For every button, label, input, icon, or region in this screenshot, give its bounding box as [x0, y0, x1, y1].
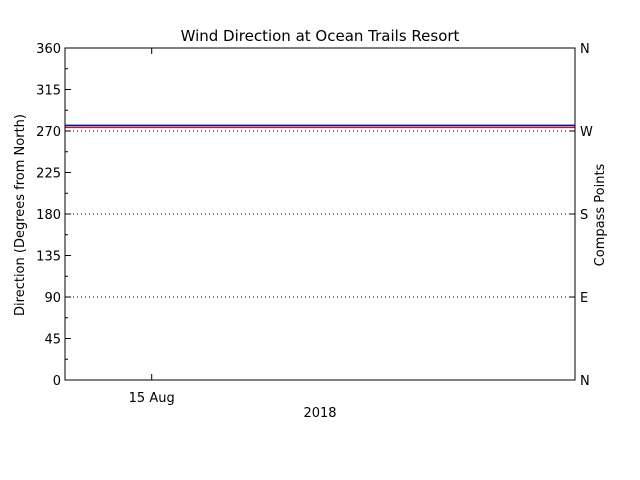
x-axis-ticks: 15 Aug — [129, 48, 175, 406]
chart-title: Wind Direction at Ocean Trails Resort — [181, 27, 460, 45]
y-tick-label-7: 315 — [36, 84, 61, 99]
y-tick-label-5: 225 — [36, 167, 61, 182]
compass-tick-label-0: N — [580, 374, 590, 389]
x-axis-label: 2018 — [303, 406, 336, 421]
plot-frame — [64, 47, 576, 381]
y-tick-label-2: 90 — [44, 291, 61, 306]
y2-axis-label: Compass Points — [593, 163, 608, 266]
y-axis-label: Direction (Degrees from North) — [13, 114, 28, 316]
x-tick-label-0: 15 Aug — [129, 391, 175, 406]
y-tick-label-3: 135 — [36, 250, 61, 265]
y-axis-ticks: 0 45 90 135 180 225 270 315 360 — [36, 42, 71, 389]
compass-tick-label-2: S — [580, 208, 588, 223]
compass-tick-label-1: E — [580, 291, 588, 306]
compass-tick-label-4: N — [580, 42, 590, 57]
reference-lines — [65, 130, 575, 298]
compass-axis-ticks: N E S W N — [569, 42, 593, 389]
y-tick-label-6: 270 — [36, 125, 61, 140]
y-tick-label-8: 360 — [36, 42, 61, 57]
y-tick-label-1: 45 — [44, 333, 61, 348]
series-lines — [65, 124, 575, 129]
y-tick-label-4: 180 — [36, 208, 61, 223]
compass-tick-label-3: W — [580, 125, 593, 140]
y-tick-label-0: 0 — [53, 374, 61, 389]
